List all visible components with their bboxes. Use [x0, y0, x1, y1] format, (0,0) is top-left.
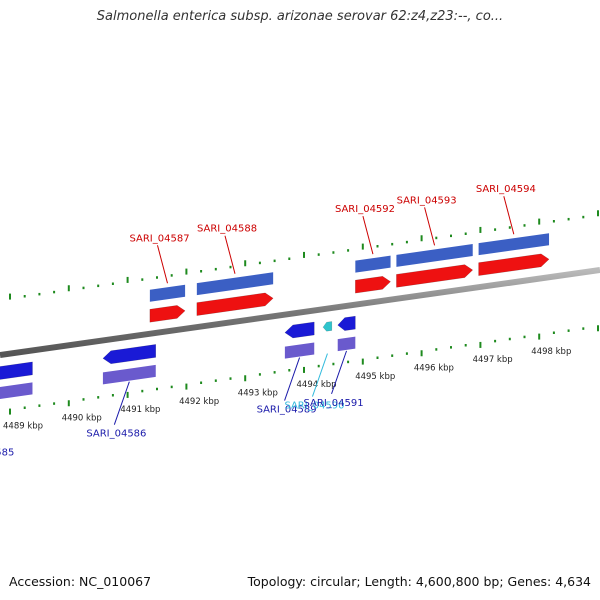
genome-backbone — [0, 267, 600, 358]
gene-label[interactable]: SARI_04591 — [304, 398, 364, 409]
label-leader-line — [331, 350, 347, 395]
gene-feature-band — [396, 244, 473, 267]
reverse-gene-arrow[interactable] — [284, 321, 315, 339]
reverse-gene-arrow[interactable] — [337, 315, 356, 331]
scale-tick-label: 4498 kbp — [531, 347, 571, 357]
forward-gene-arrow[interactable] — [355, 276, 391, 294]
forward-gene-arrow[interactable] — [396, 264, 474, 288]
scale-tick-label: 4491 kbp — [120, 405, 160, 415]
gene-feature-band — [478, 233, 550, 256]
label-leader-line — [424, 207, 436, 246]
feature-bands-layer — [0, 233, 550, 400]
gene-label[interactable]: SARI_04594 — [476, 184, 536, 195]
feature-arrow-layer — [0, 253, 550, 384]
label-leader-line — [113, 381, 130, 425]
rna-gene-arrow[interactable] — [322, 321, 333, 332]
scale-tick-label: 4495 kbp — [355, 372, 395, 382]
forward-gene-arrow[interactable] — [149, 305, 186, 323]
label-leader-line — [362, 216, 374, 255]
gene-feature-band — [149, 284, 186, 302]
scale-tick-label: 4497 kbp — [473, 355, 513, 365]
gene-label[interactable]: SARI_04590 — [284, 401, 344, 412]
gene-label[interactable]: SARI_04586 — [86, 429, 146, 440]
scale-tick-label: 4493 kbp — [238, 388, 278, 398]
gene-feature-band — [355, 255, 391, 273]
gene-label[interactable]: SARI_04592 — [335, 204, 395, 215]
scale-tick-label: 4492 kbp — [179, 397, 219, 407]
gene-feature-band — [102, 364, 156, 385]
gene-feature-band — [196, 272, 274, 296]
tick-layer — [9, 210, 599, 415]
accession-text: Accession: NC_010067 — [9, 574, 152, 589]
label-leader-line — [311, 353, 328, 397]
scale-tick-label: 4496 kbp — [414, 364, 454, 374]
gene-label[interactable]: SARI_04587 — [129, 233, 189, 244]
gene-feature-band — [284, 342, 315, 359]
gene-label[interactable]: SARI_04589 — [257, 405, 317, 416]
label-leader-line — [224, 235, 236, 274]
gene-label[interactable]: SARI_04585 — [0, 447, 14, 458]
map-title: Salmonella enterica subsp. arizonae sero… — [96, 9, 504, 24]
gene-label[interactable]: SARI_04593 — [397, 195, 457, 206]
forward-gene-arrow[interactable] — [478, 253, 550, 276]
label-layer: 4489 kbp 4490 kbp 4491 kbp 4492 kbp 4493 kbp… — [0, 184, 571, 458]
scale-tick-label: 4490 kbp — [62, 413, 102, 423]
genome-summary-text: Topology: circular; Length: 4,600,800 bp… — [247, 574, 591, 589]
label-leader-line — [284, 357, 301, 401]
reverse-gene-arrow[interactable] — [0, 361, 33, 384]
gene-feature-band — [337, 336, 356, 352]
label-leader-line — [503, 196, 515, 235]
forward-gene-arrow[interactable] — [196, 292, 274, 316]
scale-tick-label: 4489 kbp — [3, 422, 43, 432]
gene-label[interactable]: SARI_04588 — [197, 224, 257, 235]
label-leader-line — [157, 245, 168, 284]
gene-feature-band — [0, 382, 33, 400]
reverse-gene-arrow[interactable] — [102, 344, 156, 365]
